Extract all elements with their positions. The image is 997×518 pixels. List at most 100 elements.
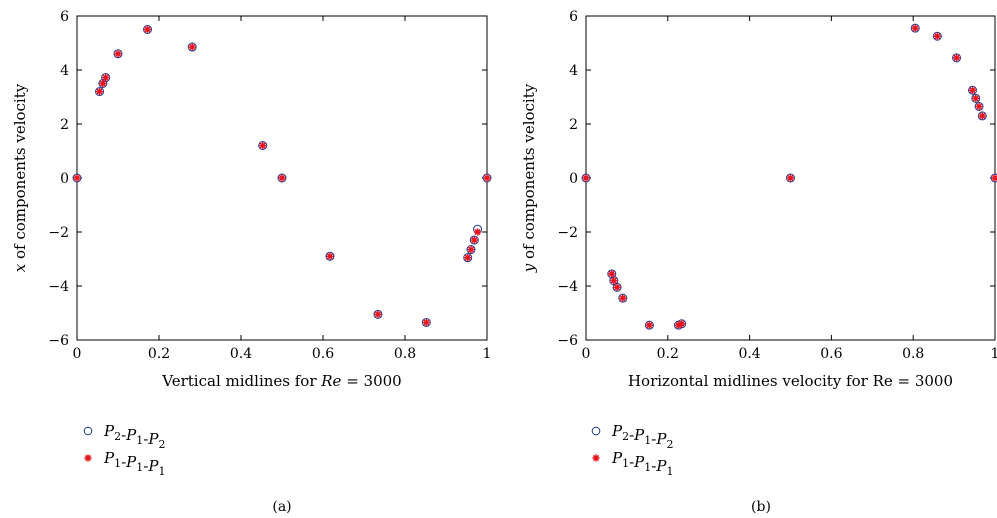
data-point-star-stroke: [972, 95, 979, 102]
data-point-star: [972, 94, 980, 102]
data-point-circle: [618, 293, 628, 303]
y-tick-label: −2: [48, 225, 69, 241]
y-tick-label: 2: [569, 117, 578, 133]
data-point-circle: [325, 251, 335, 261]
data-point-circle: [786, 173, 795, 183]
data-point-star: [467, 245, 475, 254]
data-point-circle: [968, 85, 978, 95]
data-point-circle: [113, 49, 123, 59]
data-point-star: [911, 24, 919, 32]
data-point-star-stroke: [975, 103, 983, 110]
y-tick-label: −2: [557, 225, 578, 241]
data-point-star-stroke: [73, 174, 81, 182]
data-point-star: [374, 310, 382, 318]
chart-panel-b: 0 0.2 0.4 0.6 0.8 1 −6 −4 −2 0 2 4 6 Horizontal midli…: [520, 9, 997, 515]
data-point-star: [678, 320, 686, 328]
x-axis-label: Horizontal midlines velocity for Re = 30…: [628, 372, 953, 390]
x-tick-label: 0.2: [148, 346, 170, 362]
y-tick-label: −6: [557, 333, 578, 349]
data-point-star-stroke: [99, 80, 106, 87]
data-point-circle: [95, 87, 105, 97]
data-point-star-stroke: [646, 322, 653, 329]
data-point-star: [99, 79, 107, 88]
legend-label: P2-P1-P2: [103, 422, 165, 451]
data-point-star-stroke: [614, 284, 621, 291]
data-point-star-stroke: [912, 25, 919, 32]
data-point-star-stroke: [610, 277, 617, 284]
data-point-star: [473, 228, 482, 236]
data-point-circle: [421, 317, 431, 327]
x-tick-label: 1: [991, 346, 997, 362]
data-point-star: [95, 88, 104, 96]
data-point-star-stroke: [934, 33, 941, 40]
data-point-circle: [373, 309, 383, 319]
data-point-star: [786, 174, 795, 182]
data-point-star-stroke: [96, 88, 103, 95]
x-tick-label: 0.8: [902, 346, 924, 362]
data-point-circle: [482, 173, 492, 183]
data-point-star: [188, 43, 196, 51]
y-axis-label: y of components velocity: [520, 83, 538, 273]
x-tick-label: 0.6: [312, 346, 334, 362]
y-tick-label: 4: [569, 63, 578, 79]
data-point-star: [259, 142, 267, 150]
data-point-star: [608, 270, 616, 278]
x-tick-label: 1: [483, 346, 492, 362]
legend-marker-star: [592, 454, 600, 462]
data-point-circle: [581, 173, 591, 183]
data-point-circle: [277, 173, 287, 183]
y-tick-label: 0: [569, 171, 578, 187]
y-tick-label: −4: [557, 279, 578, 295]
data-point-circle: [469, 235, 479, 245]
series-P2-P1-P2: [72, 25, 492, 327]
y-tick-label: 6: [60, 9, 69, 25]
data-point-star-stroke: [326, 253, 334, 260]
legend-marker-star: [84, 454, 92, 462]
data-point-circle: [974, 101, 984, 111]
data-point-circle: [612, 282, 622, 292]
data-point-star-stroke: [619, 295, 626, 302]
legend-marker-circle: [591, 426, 601, 436]
data-point-star: [975, 102, 983, 111]
data-point-star: [613, 283, 621, 291]
y-tick-label: −4: [48, 279, 69, 295]
data-point-circle: [910, 23, 920, 33]
data-point-circle: [466, 245, 476, 255]
x-axis-label: Vertical midlines for Re = 3000: [161, 372, 401, 390]
data-point-star: [73, 174, 81, 182]
x-tick-label: 0.2: [657, 346, 679, 362]
data-point-star-stroke: [979, 112, 986, 119]
data-point-circle: [72, 173, 82, 183]
data-point-star-stroke: [608, 270, 615, 277]
data-point-star-stroke: [483, 174, 491, 182]
data-point-star: [326, 252, 334, 260]
x-tick-label: 0.6: [820, 346, 842, 362]
data-point-circle: [187, 42, 197, 52]
data-point-star-stroke: [471, 237, 478, 244]
data-point-circle: [143, 25, 153, 34]
data-point-star-stroke: [144, 26, 151, 33]
legend-label: P1-P1-P1: [611, 449, 673, 478]
legend-label: P1-P1-P1: [103, 449, 165, 478]
data-point-star: [610, 277, 618, 285]
data-point-star-stroke: [787, 174, 794, 182]
data-point-circle: [932, 31, 942, 41]
x-tick-label: 0: [582, 346, 591, 362]
data-point-star-stroke: [102, 74, 109, 81]
data-point-star-stroke: [953, 54, 960, 61]
data-point-circle: [463, 253, 473, 263]
x-tick-label: 0: [73, 346, 82, 362]
series-P1-P1-P1: [582, 24, 997, 329]
chart-panel-a: 0 0.2 0.4 0.6 0.8 1 −6 −4 −2 0 2 4 6 Vertical midline…: [11, 9, 492, 515]
data-point-star: [619, 294, 627, 302]
data-point-star-stroke: [114, 50, 122, 57]
y-tick-label: 2: [60, 117, 69, 133]
data-point-star: [422, 318, 430, 327]
data-point-star: [645, 321, 653, 329]
data-point-star-stroke: [582, 174, 590, 182]
y-tick-label: 6: [569, 9, 578, 25]
data-point-star: [952, 54, 961, 62]
